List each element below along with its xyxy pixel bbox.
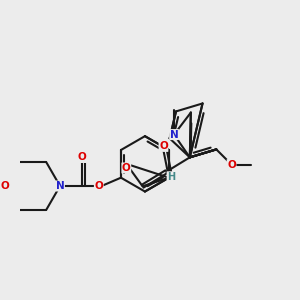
Text: H: H [167,172,175,182]
Text: O: O [94,181,103,191]
Text: N: N [56,181,64,191]
Text: O: O [78,152,86,163]
Text: O: O [227,160,236,170]
Text: O: O [122,163,131,173]
Text: O: O [0,181,9,191]
Text: N: N [170,130,178,140]
Text: O: O [159,141,168,152]
